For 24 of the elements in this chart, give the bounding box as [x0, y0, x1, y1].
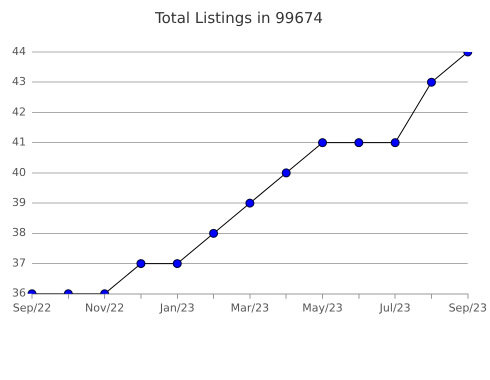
x-tick-label: Sep/22: [12, 301, 52, 314]
point: [209, 228, 218, 238]
y-tick-label: 39: [12, 196, 26, 209]
x-tick-label: Jul/23: [378, 301, 411, 314]
point: [318, 138, 328, 148]
y-tick-label: 38: [12, 226, 26, 240]
chart-title: Total Listings in 99674: [154, 8, 323, 27]
y-tick-label: 43: [12, 75, 26, 88]
point: [354, 138, 364, 148]
x-tick-label: Nov/22: [85, 301, 124, 314]
point: [390, 138, 400, 148]
point: [282, 168, 291, 178]
x-tick-label: Jan/23: [158, 301, 195, 314]
point: [245, 198, 254, 208]
y-tick-label: 36: [12, 286, 26, 300]
y-tick-label: 40: [12, 166, 26, 179]
y-tick-label: 42: [12, 105, 26, 118]
x-tick-label: Sep/23: [448, 301, 487, 314]
x-tick-label: Mar/23: [230, 301, 270, 314]
point: [426, 78, 436, 87]
x-tick-label: May/23: [302, 301, 343, 314]
y-tick-label: 41: [12, 136, 26, 149]
y-tick-label: 37: [12, 256, 26, 270]
y-tick-label: 44: [12, 44, 26, 58]
